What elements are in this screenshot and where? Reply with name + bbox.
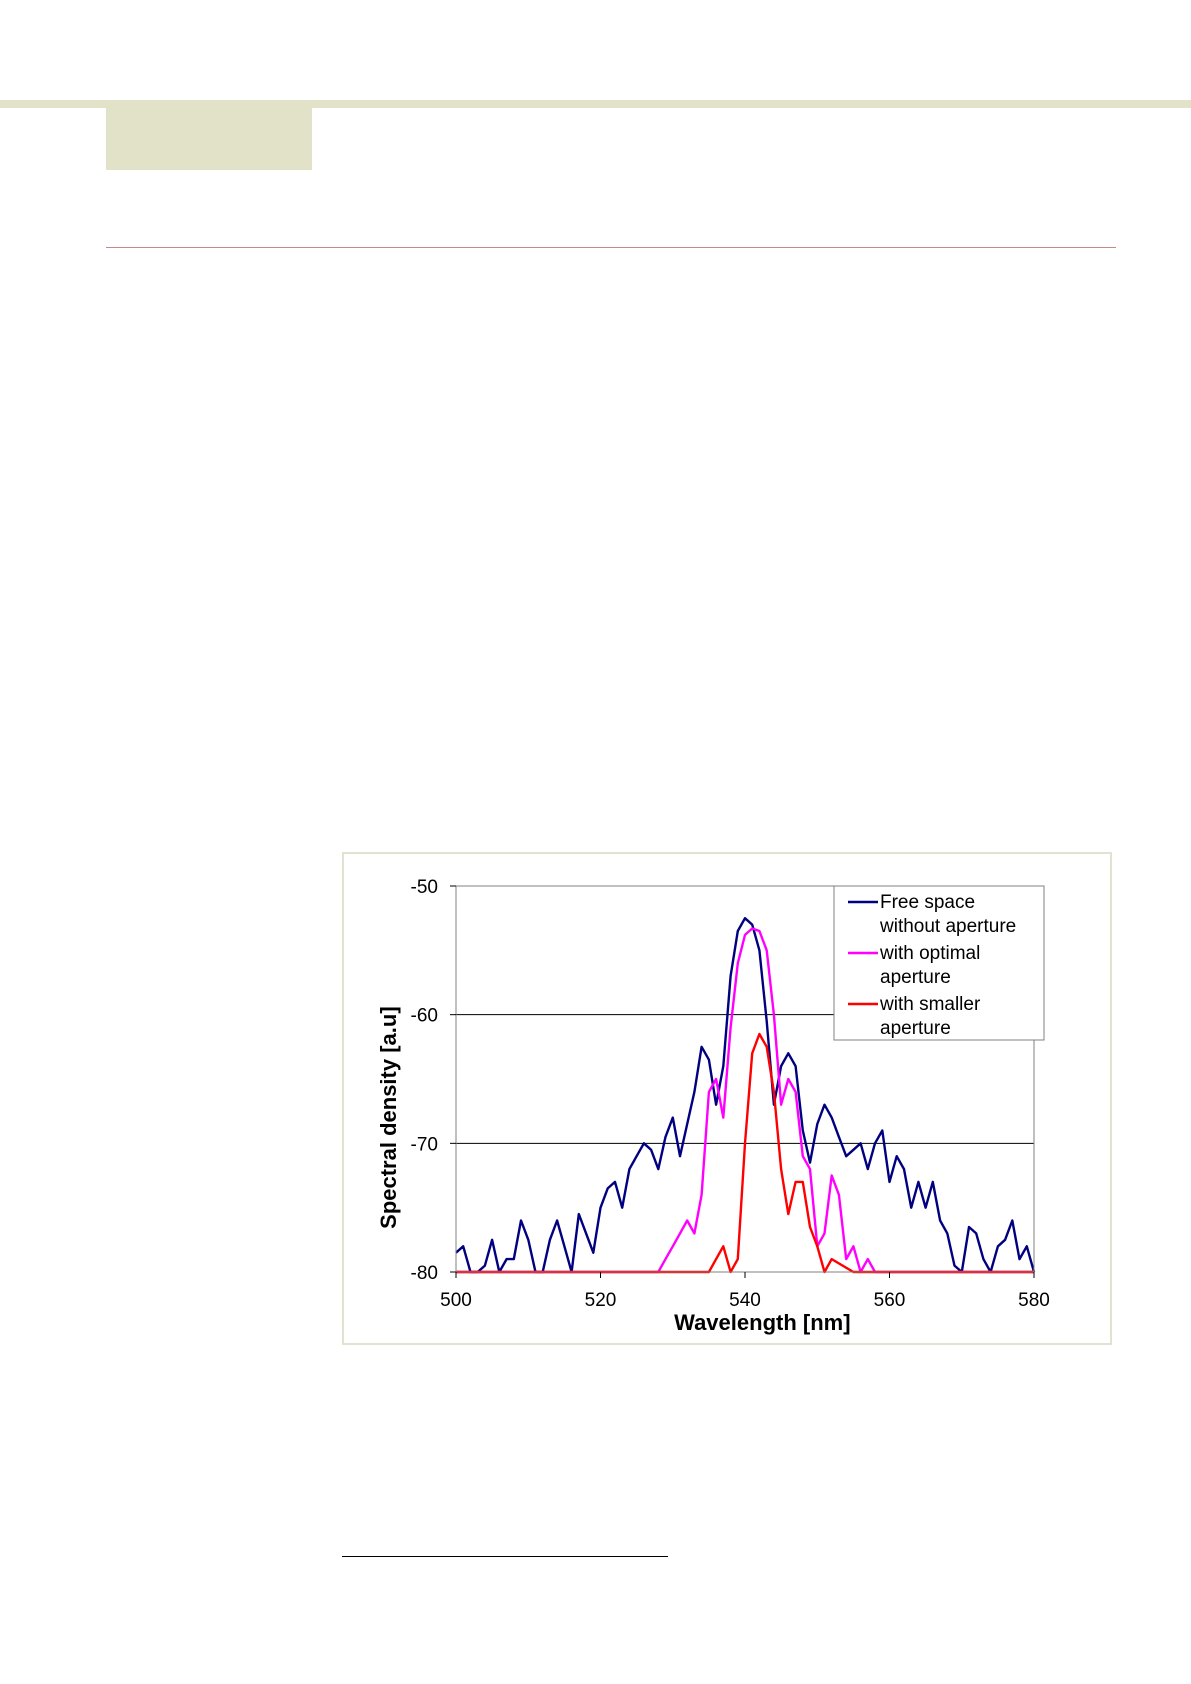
legend-label: Free space [880, 892, 975, 913]
header-band [0, 100, 1191, 108]
legend-label: with smaller [879, 994, 981, 1015]
x-tick-label: 500 [440, 1290, 472, 1311]
header-tab-block [106, 104, 312, 170]
y-tick-label: -70 [411, 1134, 438, 1155]
legend-label: aperture [880, 1018, 951, 1039]
x-tick-label: 540 [729, 1290, 761, 1311]
y-axis-title: Spectral density [a.u] [376, 1006, 401, 1229]
x-axis-title: Wavelength [nm] [674, 1310, 850, 1335]
series-line-1 [455, 916, 1036, 1274]
y-tick-label: -80 [411, 1263, 438, 1284]
x-tick-label: 520 [585, 1290, 617, 1311]
x-tick-label: 580 [1018, 1290, 1050, 1311]
x-tick-label: 560 [874, 1290, 906, 1311]
legend-label: without aperture [879, 916, 1016, 937]
legend-box [833, 885, 1045, 1041]
legend-label: with optimal [879, 943, 980, 964]
legend: Free space without aperture with optimal ap… [833, 885, 1045, 1041]
header-rule [106, 247, 1116, 248]
footnote-rule [342, 1556, 668, 1557]
y-tick-label: -50 [411, 877, 438, 898]
y-tick-label: -60 [411, 1006, 438, 1027]
chart-frame: -50 -60 -70 -80 500 520 540 560 580 Wavelength [… [342, 852, 1112, 1345]
legend-label: aperture [880, 967, 951, 988]
series-line-3 [456, 1032, 1034, 1274]
